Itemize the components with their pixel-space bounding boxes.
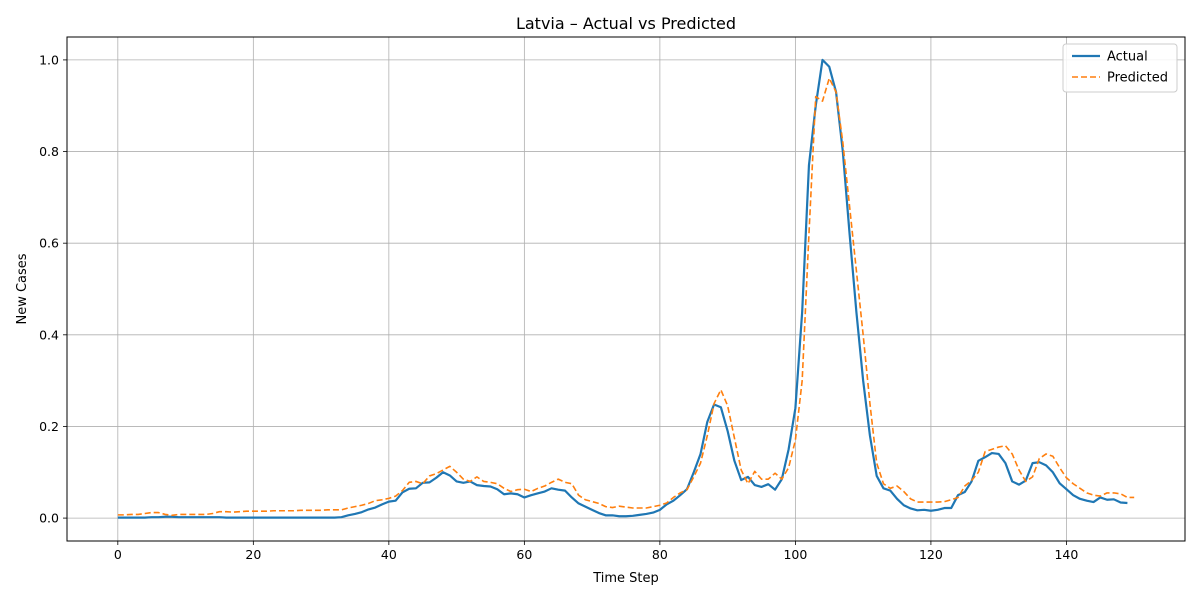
y-axis-ticks: 0.0 0.2 0.4 0.6 0.8 1.0 <box>39 52 67 526</box>
plot-frame <box>66 36 1186 542</box>
y-tick-label: 0.0 <box>39 511 59 526</box>
x-tick-label: 40 <box>381 547 397 562</box>
chart-title: Latvia – Actual vs Predicted <box>516 14 736 33</box>
legend: Actual Predicted <box>1062 43 1178 93</box>
x-tick-label: 140 <box>1054 547 1078 562</box>
legend-label-actual: Actual <box>1107 50 1148 65</box>
grid <box>67 37 1185 541</box>
y-tick-label: 0.6 <box>39 236 59 251</box>
x-tick-label: 0 <box>114 547 122 562</box>
x-axis-title: Time Step <box>592 571 659 586</box>
y-tick-label: 1.0 <box>39 52 59 67</box>
x-axis-ticks: 0 20 40 60 80 100 120 140 <box>114 541 1078 562</box>
y-axis-title: New Cases <box>15 253 30 324</box>
x-tick-label: 120 <box>919 547 943 562</box>
series-layer <box>117 58 1135 519</box>
y-tick-label: 0.8 <box>39 144 59 159</box>
legend-label-predicted: Predicted <box>1107 71 1168 86</box>
series-line-actual <box>117 58 1128 519</box>
x-tick-label: 60 <box>516 547 532 562</box>
x-tick-label: 100 <box>783 547 807 562</box>
x-tick-label: 20 <box>245 547 261 562</box>
y-tick-label: 0.4 <box>39 327 59 342</box>
series-line-predicted <box>117 77 1135 517</box>
x-tick-label: 80 <box>652 547 668 562</box>
y-tick-label: 0.2 <box>39 419 59 434</box>
